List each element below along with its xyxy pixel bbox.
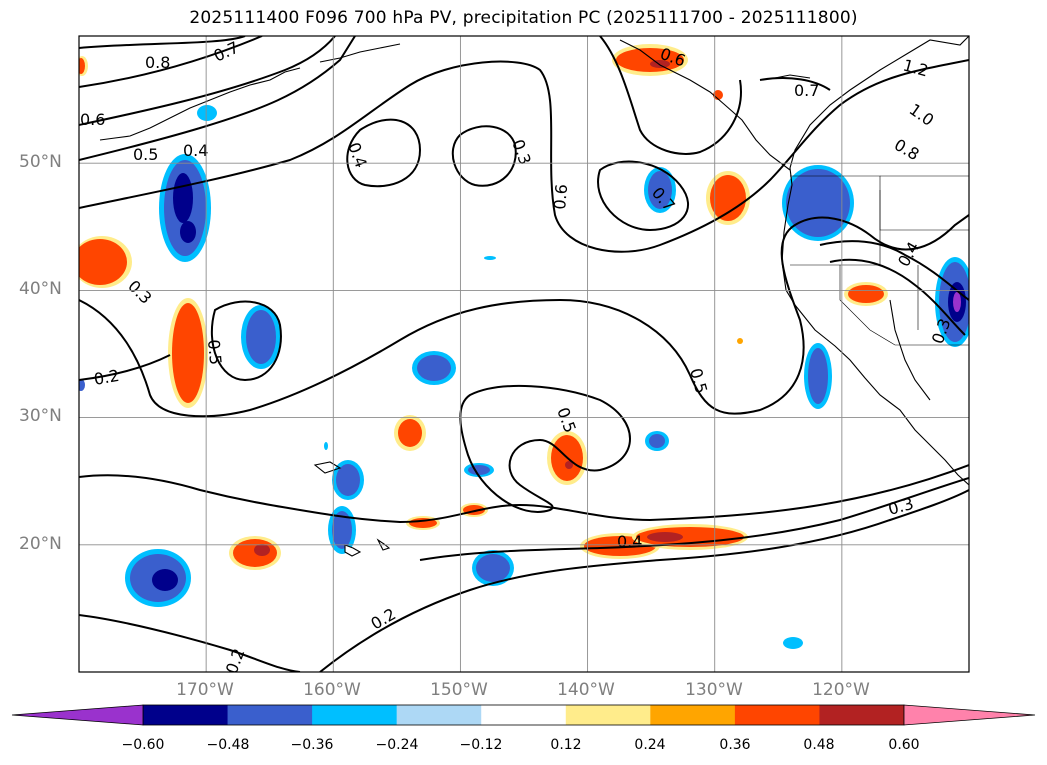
colorbar-segment <box>734 705 820 725</box>
positive-anomaly-blob <box>706 171 750 225</box>
negative-anomaly-blob <box>125 549 191 607</box>
chart-title: 2025111400 F096 700 hPa PV, precipitatio… <box>189 8 858 28</box>
negative-anomaly-blob <box>804 343 832 409</box>
positive-anomaly-blob <box>580 524 748 559</box>
negative-anomaly-blob <box>79 105 803 649</box>
positive-anomaly-blob <box>612 44 688 76</box>
colorbar-tick: −0.24 <box>375 737 419 753</box>
colorbar-tick: −0.48 <box>206 737 250 753</box>
negative-anomaly-blob <box>412 351 456 385</box>
precip-anomalies <box>79 44 969 649</box>
contour-label: 0.5 <box>133 145 158 164</box>
positive-anomaly-blob <box>79 56 888 344</box>
gridlines <box>79 36 969 672</box>
contour-label: 0.6 <box>550 183 571 210</box>
contour-label: 0.4 <box>183 141 208 160</box>
lat-label: 30°N <box>19 406 62 426</box>
negative-anomaly-blob <box>782 165 854 241</box>
colorbar-segment <box>396 705 482 725</box>
contour-label: 0.2 <box>92 366 120 389</box>
lon-label: 170°W <box>176 680 234 700</box>
positive-anomaly-blob <box>229 536 281 570</box>
colorbar-tick: −0.36 <box>290 737 334 753</box>
colorbar-segment <box>481 705 567 725</box>
lon-label: 130°W <box>685 680 743 700</box>
contour-label: 0.7 <box>794 81 819 100</box>
negative-anomaly-blob <box>645 431 669 451</box>
colorbar-tick: 0.48 <box>803 737 835 753</box>
lat-label: 20°N <box>19 534 62 554</box>
colorbar-tick: −0.12 <box>459 737 503 753</box>
negative-anomaly-blob <box>464 463 494 477</box>
colorbar-tick: −0.60 <box>121 737 165 753</box>
colorbar-segment <box>312 705 398 725</box>
lat-label: 50°N <box>19 152 62 172</box>
lat-label: 40°N <box>19 279 62 299</box>
pv-contours <box>79 36 969 672</box>
negative-anomaly-blob <box>241 305 281 369</box>
colorbar-extend-low <box>11 704 144 726</box>
colorbar-tick: 0.12 <box>550 737 582 753</box>
negative-anomaly-blob <box>644 167 676 213</box>
colorbar-segment <box>819 705 905 725</box>
colorbar-tick: 0.60 <box>888 737 920 753</box>
colorbar <box>11 704 1036 726</box>
colorbar-tick: 0.36 <box>719 737 751 753</box>
colorbar-extend-high <box>903 704 1036 726</box>
colorbar-segment <box>650 705 736 725</box>
colorbar-segment <box>143 705 229 725</box>
negative-anomaly-blob <box>472 550 514 586</box>
colorbar-tick: 0.24 <box>634 737 666 753</box>
colorbar-segment <box>565 705 651 725</box>
positive-anomaly-blob <box>394 415 426 451</box>
lon-label: 140°W <box>557 680 615 700</box>
colorbar-segment <box>227 705 313 725</box>
lon-label: 150°W <box>430 680 488 700</box>
lon-label: 120°W <box>812 680 870 700</box>
lon-label: 160°W <box>303 680 361 700</box>
map-frame <box>78 35 970 673</box>
borders <box>790 175 969 346</box>
contour-label: 0.4 <box>617 532 642 551</box>
contour-label: 0.6 <box>80 110 105 129</box>
negative-anomaly-blob <box>159 154 211 262</box>
positive-anomaly-blob <box>79 236 132 288</box>
contour-label: 0.8 <box>145 53 170 72</box>
contour-label: 0.5 <box>204 339 225 366</box>
negative-anomaly-blob <box>328 460 364 554</box>
positive-anomaly-blob <box>168 298 208 408</box>
